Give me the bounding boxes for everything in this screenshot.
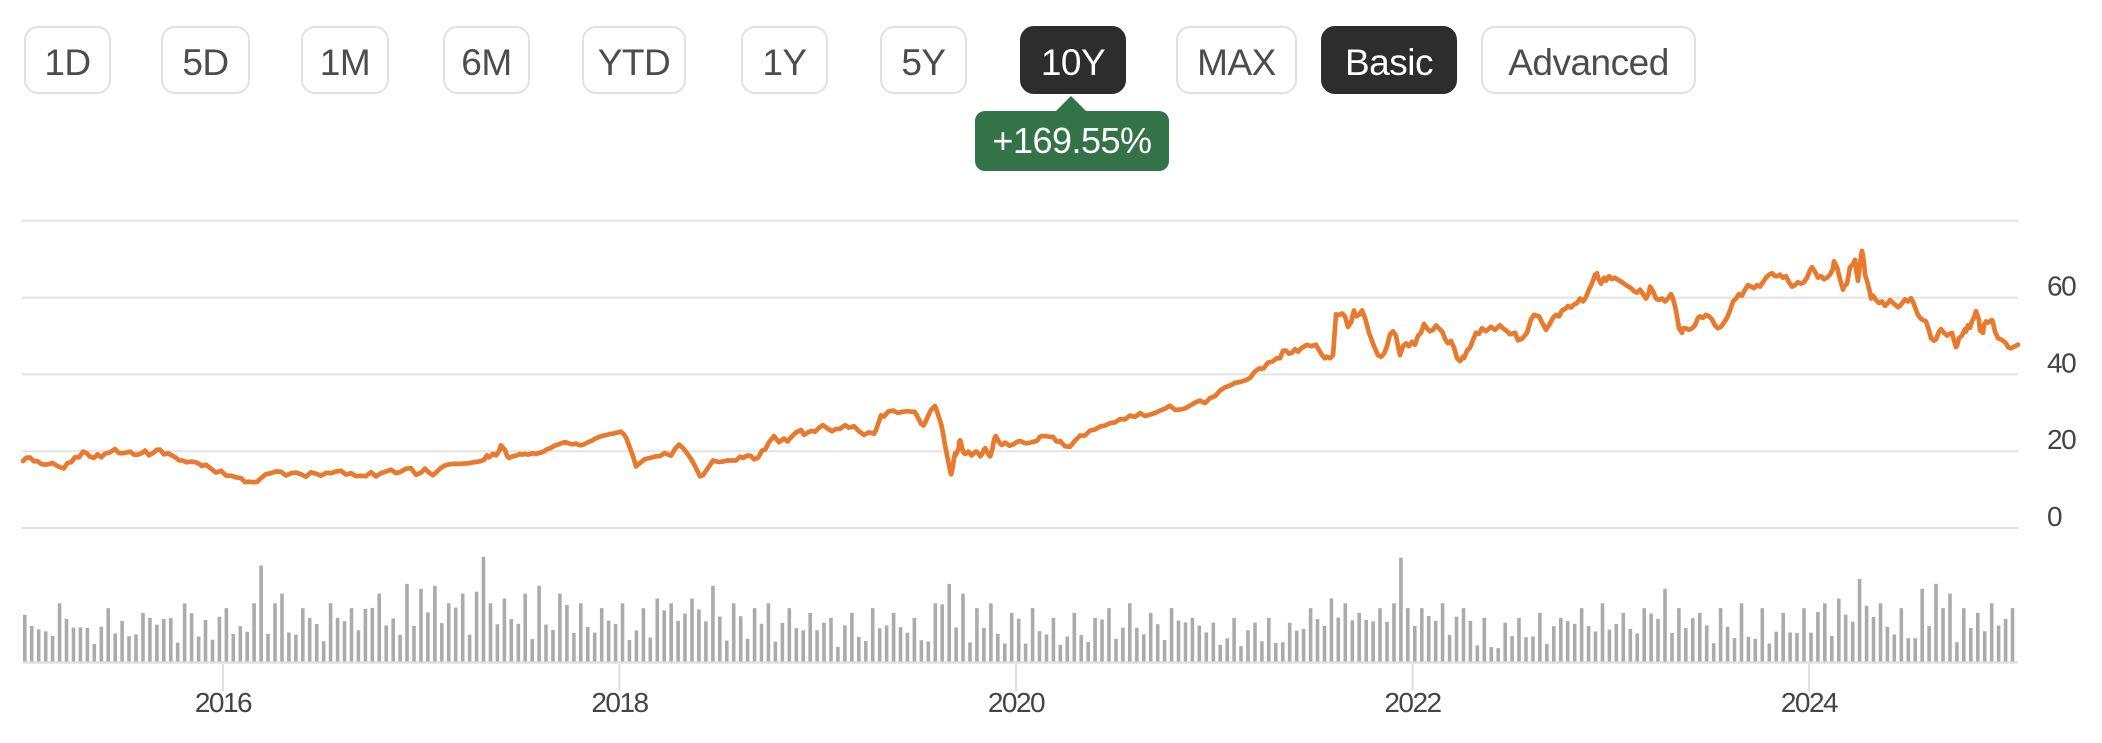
svg-text:60: 60 <box>2047 271 2076 302</box>
svg-text:2016: 2016 <box>195 687 252 718</box>
svg-text:2024: 2024 <box>1781 687 1838 718</box>
svg-text:2022: 2022 <box>1384 687 1441 718</box>
svg-text:20: 20 <box>2047 424 2076 455</box>
svg-text:2020: 2020 <box>988 687 1045 718</box>
svg-text:0: 0 <box>2047 501 2062 532</box>
svg-text:2018: 2018 <box>591 687 648 718</box>
svg-text:40: 40 <box>2047 347 2076 378</box>
